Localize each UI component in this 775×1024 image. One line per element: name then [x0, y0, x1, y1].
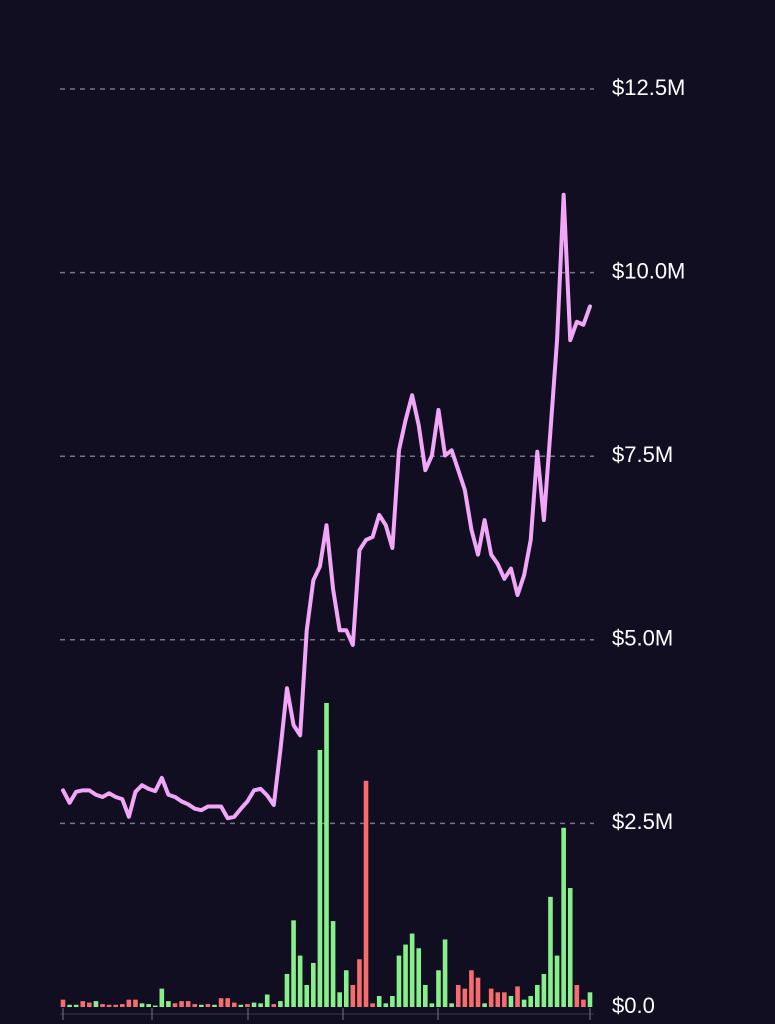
volume-bar [429, 1003, 435, 1007]
volume-bar [508, 995, 514, 1007]
volume-bar [192, 1004, 198, 1007]
volume-bar [469, 970, 474, 1007]
volume-bar [343, 970, 349, 1007]
volume-bar [205, 1004, 211, 1007]
volume-bar [521, 999, 527, 1007]
volume-bar [567, 888, 573, 1007]
volume-bar [264, 994, 270, 1007]
volume-bar [133, 999, 138, 1007]
volume-bar [119, 1004, 125, 1007]
volume-bar [311, 962, 316, 1007]
volume-bar [258, 1003, 263, 1007]
volume-bar [304, 984, 310, 1007]
volume-bar [554, 955, 560, 1007]
volume-bar [80, 1001, 86, 1007]
volume-bar [172, 1003, 178, 1007]
volume-bar [449, 1003, 454, 1007]
volume-bar [488, 988, 494, 1007]
volume-bar [462, 988, 468, 1007]
volume-bar [370, 1003, 375, 1007]
y-tick-label: $5.0M [612, 626, 673, 651]
volume-bar [278, 1001, 283, 1007]
volume-bar [166, 1001, 171, 1007]
volume-bar [317, 749, 323, 1007]
volume-bar [495, 992, 501, 1007]
volume-bar [73, 1004, 79, 1007]
volume-bar [363, 780, 369, 1007]
volume-bar [212, 1004, 217, 1007]
volume-bar [231, 1002, 237, 1007]
volume-bar [199, 1004, 204, 1007]
volume-bar [587, 992, 593, 1007]
volume-bar [541, 973, 547, 1007]
volume-bar [271, 1004, 277, 1007]
volume-bars [60, 702, 593, 1007]
volume-bar [185, 1001, 191, 1007]
volume-bar [442, 939, 448, 1007]
volume-bar [350, 984, 356, 1007]
volume-bar [528, 995, 534, 1007]
volume-bar [113, 1004, 118, 1007]
volume-bar [390, 995, 395, 1007]
volume-bar [337, 992, 342, 1007]
volume-bar [251, 1002, 257, 1007]
volume-bar [403, 944, 408, 1007]
volume-bar [423, 984, 428, 1007]
volume-bar [87, 1002, 92, 1007]
volume-bar [291, 920, 296, 1007]
volume-bar [416, 948, 422, 1007]
volume-bar [225, 998, 230, 1007]
volume-bar [548, 896, 553, 1007]
volume-bar [436, 970, 441, 1007]
volume-bar [159, 988, 165, 1007]
volume-bar [455, 984, 461, 1007]
volume-bar [409, 933, 415, 1007]
y-tick-label: $2.5M [612, 809, 673, 834]
volume-bar [561, 827, 566, 1007]
volume-bar [482, 1003, 487, 1007]
volume-bar [535, 984, 540, 1007]
y-tick-label: $0.0 [612, 993, 655, 1018]
y-tick-label: $7.5M [612, 442, 673, 467]
volume-bar [245, 1004, 250, 1007]
volume-bar [502, 992, 507, 1007]
volume-bar [218, 998, 224, 1007]
volume-bar [475, 977, 481, 1007]
volume-bar [297, 955, 303, 1007]
volume-bar [152, 1005, 158, 1007]
volume-bar [515, 986, 520, 1007]
volume-bar [146, 1004, 151, 1007]
volume-bar [126, 999, 132, 1007]
volume-bar [284, 973, 290, 1007]
volume-bar [106, 1004, 112, 1007]
volume-bar [238, 1004, 244, 1007]
price-line [61, 192, 592, 821]
volume-bar [383, 1003, 389, 1007]
x-axis [60, 1008, 594, 1020]
y-tick-label: $10.0M [612, 258, 685, 283]
volume-bar [60, 999, 66, 1007]
volume-bar [67, 1004, 72, 1007]
volume-bar [574, 984, 580, 1007]
volume-bar [93, 1001, 99, 1007]
volume-bar [324, 702, 329, 1007]
volume-bar [179, 1001, 184, 1007]
volume-bar [330, 921, 336, 1007]
volume-bar [376, 995, 382, 1007]
y-tick-label: $12.5M [612, 75, 685, 100]
volume-bar [100, 1004, 105, 1007]
volume-bar [139, 1003, 145, 1007]
volume-bar [357, 959, 362, 1007]
volume-bar [581, 999, 586, 1007]
volume-bar [396, 955, 402, 1007]
